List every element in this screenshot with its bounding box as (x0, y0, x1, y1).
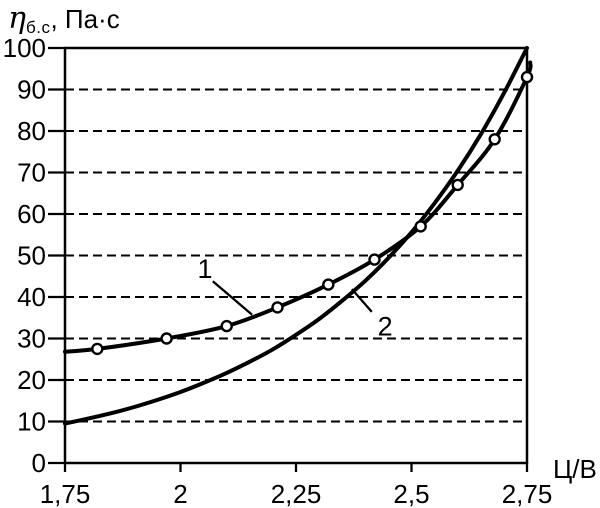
curve-1-marker-9 (520, 70, 534, 84)
y-tick-label-100: 100 (3, 33, 46, 63)
y-tick-label-50: 50 (17, 241, 46, 271)
y-tick-label-20: 20 (17, 365, 46, 395)
y-tick-label-0: 0 (32, 448, 46, 478)
curve-1-marker-5 (368, 253, 381, 266)
curve-1-marker-3 (271, 301, 284, 314)
x-tick-label-2: 2 (173, 479, 187, 508)
curve-1-marker-2 (220, 319, 233, 333)
eta-symbol: η (8, 1, 26, 36)
x-tick-label-2,75: 2,75 (502, 479, 553, 508)
curve-1-leader-line (212, 280, 253, 316)
y-tick-label-80: 80 (17, 116, 46, 146)
y-tick-label-30: 30 (17, 324, 46, 354)
y-tick-label-60: 60 (17, 199, 46, 229)
curve-2-leader-line (351, 288, 373, 313)
curve-2 (63, 46, 529, 426)
y-tick-label-40: 40 (17, 282, 46, 312)
x-tick-label-2,25: 2,25 (271, 479, 322, 508)
curve-1-marker-6 (414, 220, 427, 233)
y-tick-label-90: 90 (17, 75, 46, 105)
curve-label-2: 2 (378, 312, 393, 342)
curve-1-marker-7 (451, 178, 464, 192)
curve-1-marker-8 (488, 133, 501, 146)
y-tick-label-10: 10 (17, 407, 46, 437)
curve-1-marker-4 (322, 278, 335, 291)
curve-1-marker-1 (160, 332, 173, 345)
x-tick-label-1,75: 1,75 (40, 479, 91, 508)
y-tick-label-70: 70 (17, 158, 46, 188)
x-axis-title: Ц/В (553, 454, 597, 484)
curve-1 (63, 60, 533, 354)
curve-label-1: 1 (197, 254, 212, 284)
y-axis-title: ηб.с, Па·с (8, 2, 120, 41)
y-axis-title-subscript: б.с (25, 18, 51, 37)
x-tick-label-2,5: 2,5 (393, 479, 429, 508)
curve-1-marker-0 (91, 342, 104, 356)
y-axis-title-units: , Па·с (50, 4, 120, 34)
